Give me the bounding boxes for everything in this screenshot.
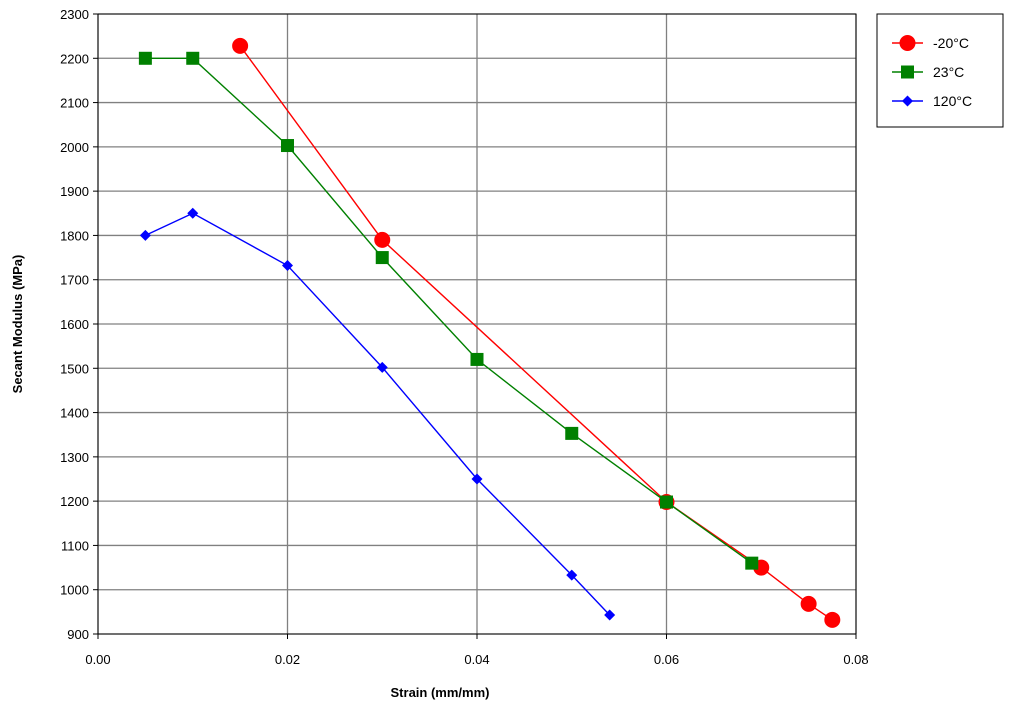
data-point	[376, 361, 388, 373]
data-point	[745, 556, 759, 570]
data-point	[138, 51, 152, 65]
y-axis-ticks: 900 1000 1100 1200 1300 1400 1500 1600 1700 1800 1…	[60, 7, 98, 642]
data-point	[565, 426, 579, 440]
y-tick-label: 1700	[60, 273, 89, 288]
x-axis-ticks: 0.00 0.02 0.04 0.06 0.08	[85, 634, 869, 667]
data-point	[375, 251, 389, 265]
data-point	[139, 229, 151, 241]
y-tick-label: 1800	[60, 228, 89, 243]
data-point	[282, 260, 293, 272]
data-point	[660, 495, 673, 509]
legend-item: 120°C	[892, 93, 972, 109]
grid-lines	[97, 13, 857, 635]
data-series	[138, 37, 841, 628]
y-tick-label: 2200	[60, 51, 89, 66]
legend-marker	[901, 65, 914, 79]
legend-marker	[899, 35, 916, 51]
data-point	[232, 37, 249, 54]
data-point	[800, 595, 817, 612]
y-tick-label: 1600	[60, 317, 89, 332]
y-tick-label: 1200	[60, 494, 89, 509]
data-point	[566, 569, 578, 581]
data-point	[281, 139, 294, 153]
y-tick-label: 1000	[60, 583, 89, 598]
x-tick-label: 0.06	[654, 652, 679, 667]
legend-marker	[902, 95, 913, 107]
legend-item: 23°C	[892, 64, 964, 80]
series-line	[145, 212, 611, 616]
y-tick-label: 1400	[60, 406, 89, 421]
y-tick-label: 2300	[60, 7, 89, 22]
legend-label: 120°C	[933, 93, 972, 109]
y-tick-label: 900	[67, 627, 89, 642]
legend-box	[876, 13, 1004, 128]
y-tick-label: 2000	[60, 140, 89, 155]
legend-item: -20°C	[892, 35, 969, 51]
x-tick-label: 0.08	[843, 652, 868, 667]
legend-label: -20°C	[933, 35, 969, 51]
y-tick-label: 2100	[60, 96, 89, 111]
series-1	[138, 51, 759, 570]
data-point	[186, 51, 200, 65]
data-point	[604, 609, 616, 621]
y-tick-label: 1100	[61, 538, 89, 553]
series-2	[139, 207, 616, 621]
legend: -20°C 23°C 120°C	[876, 13, 1004, 128]
x-tick-label: 0.00	[85, 652, 110, 667]
data-point	[470, 352, 484, 366]
legend-label: 23°C	[933, 64, 964, 80]
x-tick-label: 0.02	[275, 652, 300, 667]
data-point	[187, 207, 199, 219]
y-tick-label: 1300	[60, 450, 89, 465]
data-point	[471, 473, 483, 485]
x-axis-title: Strain (mm/mm)	[391, 685, 490, 700]
data-point	[824, 611, 841, 628]
y-tick-label: 1500	[60, 361, 89, 376]
y-tick-label: 1900	[60, 184, 89, 199]
series-line	[239, 45, 833, 621]
data-point	[374, 231, 391, 248]
series-line	[145, 57, 753, 564]
y-axis-title: Secant Modulus (MPa)	[10, 255, 25, 394]
x-tick-label: 0.04	[464, 652, 489, 667]
